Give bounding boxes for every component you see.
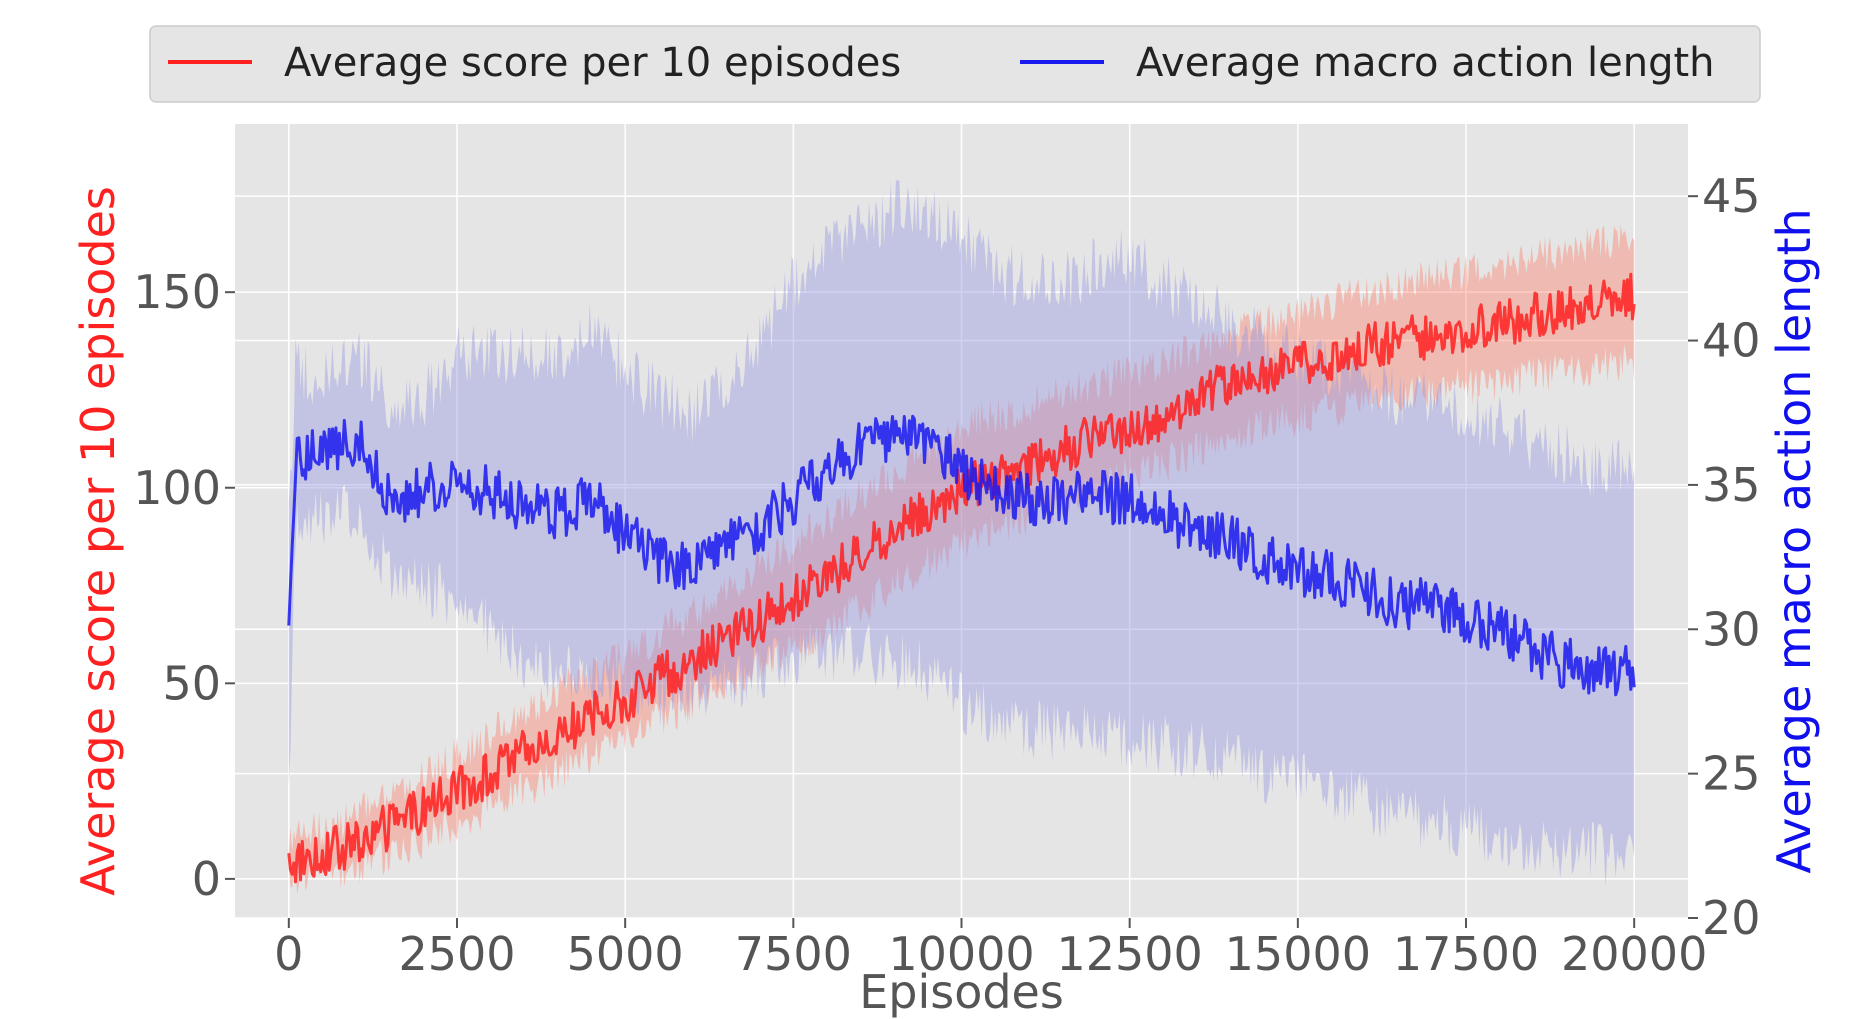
y-left-tick-label-2: 100 [133,461,221,515]
x-tick-label-0: 0 [274,927,303,981]
legend-entry-score: Average score per 10 episodes [284,40,901,86]
legend: Average score per 10 episodes Average ma… [149,25,1761,103]
line-macro-length [287,414,1636,697]
x-tick-label-7: 17500 [1393,927,1539,981]
legend-entry-macro-length: Average macro action length [1136,40,1715,86]
x-tick-label-8: 20000 [1561,927,1707,981]
grid-lines [235,124,1688,919]
right-y-axis-label: Average macro action length [1767,208,1821,873]
x-axis: 0 2500 5000 7500 10000 12500 15000 17500 20000 [274,918,1707,981]
line-score [287,272,1636,884]
y-right-tick-label-0: 20 [1702,891,1761,945]
y-right-tick-label-2: 30 [1702,602,1761,656]
x-tick-label-1: 2500 [398,927,515,981]
y-left-tick-label-3: 150 [133,265,221,319]
x-tick-label-4: 10000 [888,927,1034,981]
y-right-tick-label-5: 45 [1702,169,1761,223]
x-tick-label-3: 7500 [735,927,852,981]
x-tick-label-2: 5000 [567,927,684,981]
x-tick-label-6: 15000 [1225,927,1371,981]
left-y-axis-label: Average score per 10 episodes [71,186,125,896]
x-axis-label: Episodes [859,965,1064,1019]
left-y-axis: 0 50 100 150 [133,265,235,906]
right-y-axis: 20 25 30 35 40 45 [1688,169,1761,945]
series-lines [287,272,1636,884]
x-tick-label-5: 12500 [1056,927,1202,981]
confidence-bands [288,180,1635,895]
y-right-tick-label-3: 35 [1702,458,1761,512]
y-left-tick-label-0: 0 [192,852,221,906]
y-left-tick-label-1: 50 [162,656,221,710]
y-right-tick-label-1: 25 [1702,747,1761,801]
y-right-tick-label-4: 40 [1702,314,1761,368]
legend-box [149,25,1761,103]
band-score [288,224,1635,895]
band-macro-length [288,180,1635,887]
